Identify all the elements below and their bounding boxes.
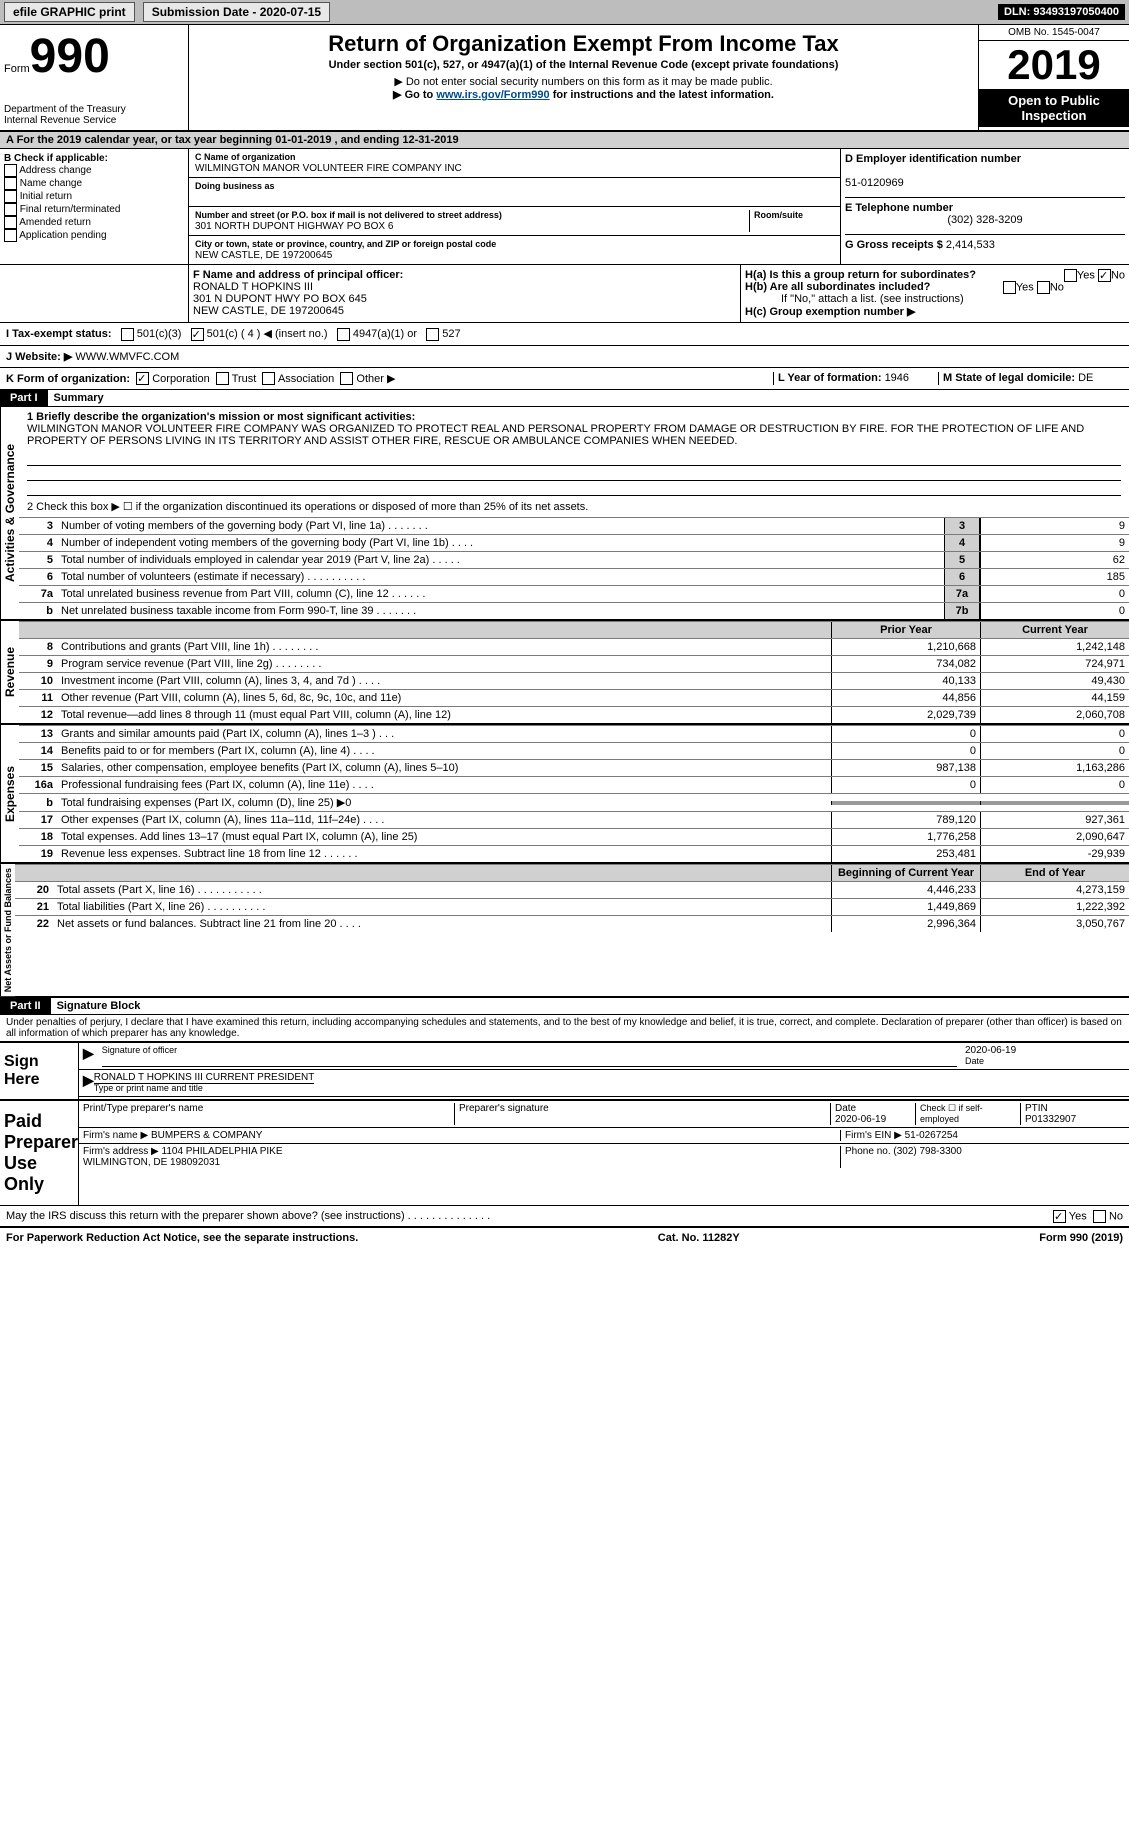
table-row: 4Number of independent voting members of… [19,534,1129,551]
table-row: 14Benefits paid to or for members (Part … [19,742,1129,759]
irs-link[interactable]: www.irs.gov/Form990 [436,89,549,101]
table-row: 13Grants and similar amounts paid (Part … [19,725,1129,742]
dln-label: DLN: 93493197050400 [998,4,1125,20]
topbar: efile GRAPHIC print Submission Date - 20… [0,0,1129,25]
line-KLM: K Form of organization: Corporation Trus… [0,368,1129,391]
efile-button[interactable]: efile GRAPHIC print [4,2,135,22]
table-row: 5Total number of individuals employed in… [19,551,1129,568]
part2-header: Part IISignature Block [0,998,1129,1015]
table-row: 21Total liabilities (Part X, line 26) . … [15,898,1129,915]
year-cell: OMB No. 1545-0047 2019 Open to Public In… [978,25,1129,130]
section-revenue: Revenue Prior YearCurrent Year 8Contribu… [0,621,1129,725]
table-row: 3Number of voting members of the governi… [19,517,1129,534]
form-title: Return of Organization Exempt From Incom… [197,31,970,57]
col-D: D Employer identification number51-01209… [840,149,1129,264]
col-B: B Check if applicable: Address change Na… [0,149,189,264]
sign-here-block: Sign Here ▶Signature of officer2020-06-1… [0,1042,1129,1100]
table-row: 11Other revenue (Part VIII, column (A), … [19,689,1129,706]
table-row: bTotal fundraising expenses (Part IX, co… [19,793,1129,811]
col-C: C Name of organizationWILMINGTON MANOR V… [189,149,840,264]
form-number-cell: Form990 Department of the Treasury Inter… [0,25,189,130]
table-row: 16aProfessional fundraising fees (Part I… [19,776,1129,793]
table-row: 19Revenue less expenses. Subtract line 1… [19,845,1129,862]
table-row: 10Investment income (Part VIII, column (… [19,672,1129,689]
footer: For Paperwork Reduction Act Notice, see … [0,1228,1129,1248]
block-BCDEG: B Check if applicable: Address change Na… [0,149,1129,265]
section-expenses: Expenses 13Grants and similar amounts pa… [0,725,1129,864]
table-row: 18Total expenses. Add lines 13–17 (must … [19,828,1129,845]
table-row: 6Total number of volunteers (estimate if… [19,568,1129,585]
table-row: 15Salaries, other compensation, employee… [19,759,1129,776]
table-row: 7aTotal unrelated business revenue from … [19,585,1129,602]
line-A: A For the 2019 calendar year, or tax yea… [0,131,1129,149]
table-row: 22Net assets or fund balances. Subtract … [15,915,1129,932]
section-governance: Activities & Governance 1 Briefly descri… [0,407,1129,621]
row-FH: F Name and address of principal officer:… [0,265,1129,323]
table-row: 17Other expenses (Part IX, column (A), l… [19,811,1129,828]
title-cell: Return of Organization Exempt From Incom… [189,25,978,130]
table-row: bNet unrelated business taxable income f… [19,602,1129,619]
table-row: 20Total assets (Part X, line 16) . . . .… [15,881,1129,898]
line-I: I Tax-exempt status: 501(c)(3) 501(c) ( … [0,323,1129,346]
table-row: 8Contributions and grants (Part VIII, li… [19,638,1129,655]
table-row: 9Program service revenue (Part VIII, lin… [19,655,1129,672]
submission-button[interactable]: Submission Date - 2020-07-15 [143,2,330,22]
section-balances: Net Assets or Fund Balances Beginning of… [0,864,1129,998]
discuss-line: May the IRS discuss this return with the… [0,1206,1129,1228]
part1-header: Part ISummary [0,390,1129,407]
paid-preparer-block: Paid Preparer Use Only Print/Type prepar… [0,1100,1129,1206]
table-row: 12Total revenue—add lines 8 through 11 (… [19,706,1129,723]
declaration: Under penalties of perjury, I declare th… [0,1015,1129,1042]
form-header: Form990 Department of the Treasury Inter… [0,25,1129,131]
line-J: J Website: ▶ WWW.WMVFC.COM [0,346,1129,368]
